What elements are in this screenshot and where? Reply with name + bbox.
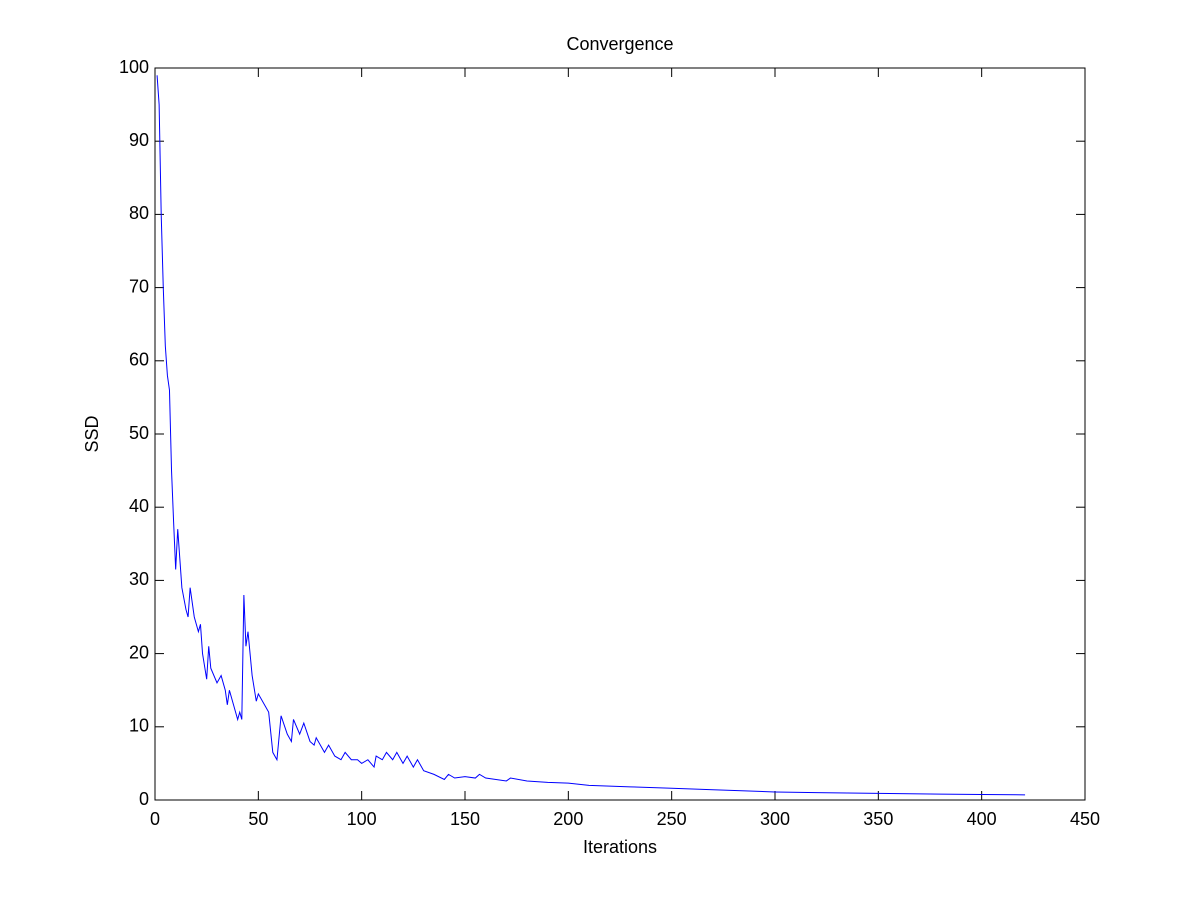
data-line (156, 75, 1026, 796)
y-tick-label: 90 (129, 130, 149, 150)
x-tick-label: 300 (760, 809, 790, 829)
x-axis-label: Iterations (583, 837, 657, 857)
x-tick-label: 250 (657, 809, 687, 829)
y-tick-label: 40 (129, 496, 149, 516)
x-tick-label: 100 (347, 809, 377, 829)
y-tick-label: 10 (129, 716, 149, 736)
y-tick-label: 80 (129, 203, 149, 223)
x-tick-label: 0 (150, 809, 160, 829)
y-tick-label: 70 (129, 276, 149, 296)
x-tick-label: 350 (863, 809, 893, 829)
x-tick-label: 50 (248, 809, 268, 829)
x-tick-label: 450 (1070, 809, 1100, 829)
y-axis-label: SSD (82, 415, 102, 452)
x-tick-label: 400 (967, 809, 997, 829)
x-tick-label: 150 (450, 809, 480, 829)
x-tick-label: 200 (553, 809, 583, 829)
chart-title: Convergence (566, 34, 673, 54)
y-tick-label: 0 (139, 789, 149, 809)
y-tick-label: 100 (119, 57, 149, 77)
y-tick-label: 60 (129, 350, 149, 370)
y-tick-label: 30 (129, 569, 149, 589)
y-tick-label: 50 (129, 423, 149, 443)
y-tick-label: 20 (129, 642, 149, 662)
